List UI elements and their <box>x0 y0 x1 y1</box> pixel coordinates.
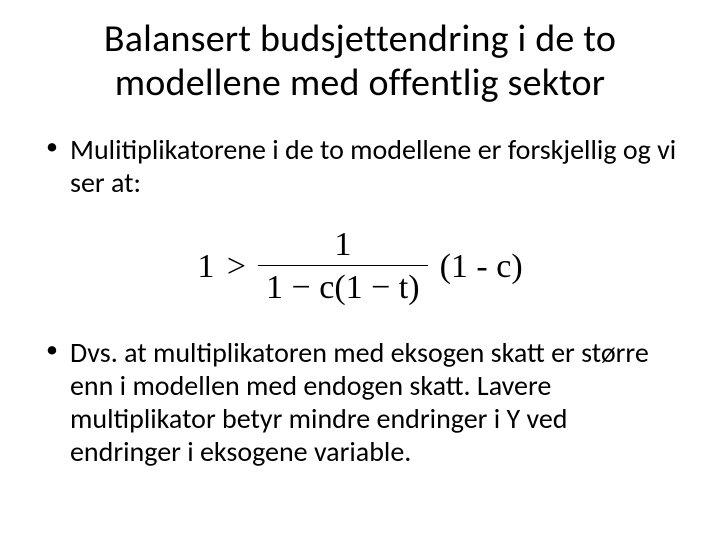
slide: Balansert budsjettendring i de to modell… <box>0 0 720 540</box>
bullet-item-1: Mulitiplikatorene i de to modellene er f… <box>40 133 680 199</box>
bullet-list-2: Dvs. at multiplikatoren med eksogen skat… <box>40 336 680 468</box>
bullet-list: Mulitiplikatorene i de to modellene er f… <box>40 133 680 199</box>
inequality-formula: 1 > 1 1 − c(1 − t) (1 - c) <box>197 227 522 305</box>
slide-title: Balansert budsjettendring i de to modell… <box>40 18 680 105</box>
formula-fraction: 1 1 − c(1 − t) <box>258 227 428 305</box>
formula-block: 1 > 1 1 − c(1 − t) (1 - c) <box>40 227 680 305</box>
formula-tail: (1 - c) <box>440 248 523 286</box>
formula-denominator: 1 − c(1 − t) <box>258 265 428 306</box>
formula-numerator: 1 <box>326 227 359 265</box>
bullet-item-2: Dvs. at multiplikatoren med eksogen skat… <box>40 336 680 468</box>
formula-lead: 1 > <box>197 248 248 286</box>
